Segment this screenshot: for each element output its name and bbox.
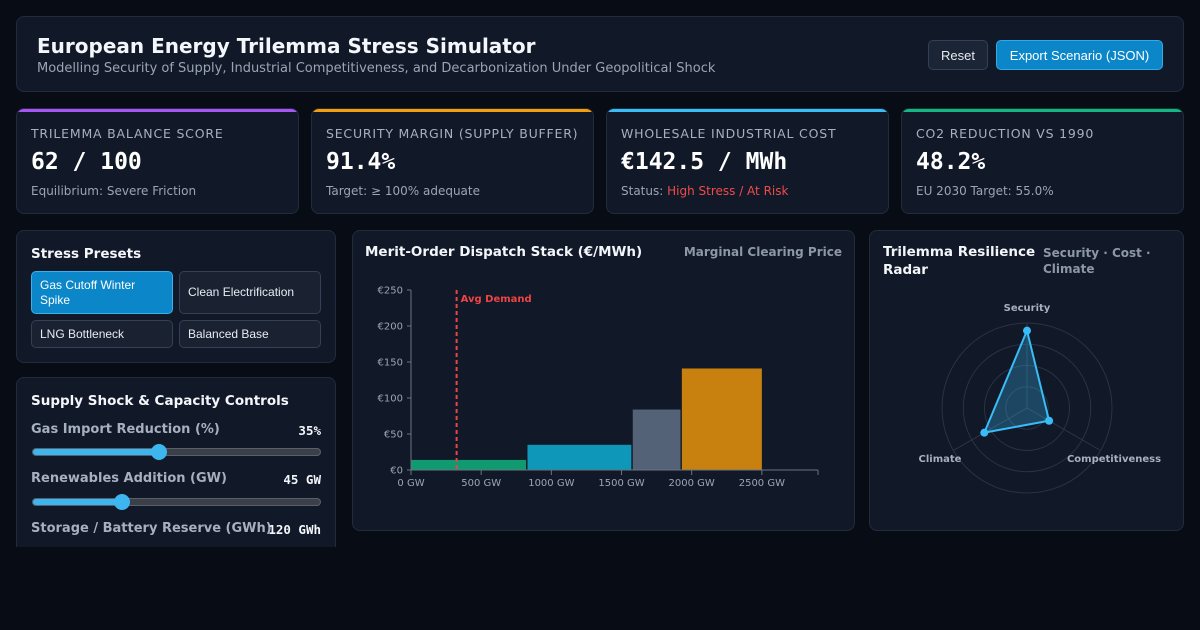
kpi-value: 62 / 100 [31, 149, 142, 175]
kpi-accent-bar [607, 109, 888, 112]
slider-thumb[interactable] [113, 494, 130, 510]
avg-demand-label: Avg Demand [461, 294, 532, 305]
slider-value-gas-import: 35% [298, 423, 321, 438]
radar-label-security: Security [1004, 303, 1051, 314]
radar-point-climate [980, 428, 989, 437]
kpi-card-co2-reduction: CO2 REDUCTION VS 1990 48.2% EU 2030 Targ… [901, 108, 1184, 214]
chart-subtitle: Marginal Clearing Price [683, 245, 842, 259]
kpi-value: 48.2% [916, 149, 986, 175]
x-tick-label: 1500 GW [598, 478, 644, 489]
slider-label-storage: Storage / Battery Reserve (GWh) [31, 521, 272, 536]
page-title: European Energy Trilemma Stress Simulato… [37, 34, 536, 58]
preset-clean-electrification[interactable]: Clean Electrification [179, 271, 321, 314]
y-tick-label: €250 [378, 286, 403, 297]
y-tick-label: €100 [378, 394, 403, 405]
radar-subtitle: Security · Cost · Climate [1043, 246, 1151, 276]
radar-polygon [982, 327, 1051, 434]
slider-value-storage: 120 GWh [268, 522, 321, 537]
y-tick-label: €0 [390, 466, 403, 477]
supply-controls-panel: Supply Shock & Capacity Controls Gas Imp… [16, 377, 336, 547]
slider-fill [33, 499, 122, 505]
page-subtitle: Modelling Security of Supply, Industrial… [37, 61, 716, 76]
resilience-radar-panel: Trilemma Resilience Radar Security · Cos… [869, 230, 1184, 531]
kpi-note: Status: High Stress / At Risk [621, 184, 789, 198]
slider-value-renewables: 45 GW [283, 472, 321, 487]
kpi-accent-bar [17, 109, 298, 112]
kpi-label: TRILEMMA BALANCE SCORE [31, 126, 224, 141]
kpi-accent-bar [312, 109, 593, 112]
reset-button[interactable]: Reset [928, 40, 988, 70]
radar-point-competitiveness [1045, 416, 1054, 425]
radar-point-security [1023, 326, 1031, 335]
kpi-note: Target: ≥ 100% adequate [326, 184, 480, 198]
kpi-note: Equilibrium: Severe Friction [31, 184, 197, 198]
kpi-note: EU 2030 Target: 55.0% [916, 184, 1054, 198]
x-tick-label: 0 GW [397, 478, 424, 489]
radar-label-competitiveness: Competitiveness [1067, 454, 1161, 465]
kpi-label: SECURITY MARGIN (SUPPLY BUFFER) [326, 126, 579, 141]
slider-label-gas-import: Gas Import Reduction (%) [31, 422, 220, 437]
status-high-stress: High Stress / At Risk [667, 184, 789, 198]
chart-title: Merit-Order Dispatch Stack (€/MWh) [365, 244, 643, 260]
dispatch-block-3 [681, 368, 762, 470]
y-tick-label: €50 [384, 430, 403, 441]
dispatch-block-2 [632, 409, 681, 470]
kpi-value: €142.5 / MWh [621, 149, 788, 175]
merit-order-chart: €0 €50 €100 €150 €200 €250 0 GW 500 GW 1000 GW 15… [378, 286, 819, 489]
trilemma-radar-chart: Security Competitiveness Climate [919, 303, 1161, 494]
stress-presets-panel: Stress Presets Gas Cutoff Winter Spike C… [16, 230, 336, 363]
radar-title: Trilemma Resilience Radar [883, 244, 1036, 278]
slider-label-renewables: Renewables Addition (GW) [31, 471, 227, 486]
kpi-card-wholesale-cost: WHOLESALE INDUSTRIAL COST €142.5 / MWh S… [606, 108, 889, 214]
preset-lng-bottleneck[interactable]: LNG Bottleneck [31, 320, 173, 348]
dispatch-block-1 [527, 444, 632, 470]
slider-thumb[interactable] [151, 444, 168, 460]
export-scenario-button[interactable]: Export Scenario (JSON) [996, 40, 1163, 70]
y-tick-label: €150 [378, 358, 403, 369]
radar-axis-line [953, 407, 1028, 451]
gas-import-slider[interactable] [32, 444, 321, 460]
slider-fill [33, 449, 160, 455]
kpi-label: WHOLESALE INDUSTRIAL COST [621, 126, 837, 141]
kpi-label: CO2 REDUCTION VS 1990 [916, 126, 1095, 141]
kpi-card-security-margin: SECURITY MARGIN (SUPPLY BUFFER) 91.4% Ta… [311, 108, 594, 214]
x-tick-label: 500 GW [461, 478, 501, 489]
presets-title: Stress Presets [31, 246, 142, 262]
x-tick-label: 2500 GW [739, 478, 785, 489]
renewables-slider[interactable] [32, 494, 321, 510]
merit-order-chart-panel: Merit-Order Dispatch Stack (€/MWh) Margi… [352, 230, 855, 531]
kpi-card-trilemma-score: TRILEMMA BALANCE SCORE 62 / 100 Equilibr… [16, 108, 299, 214]
x-tick-label: 2000 GW [669, 478, 715, 489]
header-panel: European Energy Trilemma Stress Simulato… [16, 16, 1184, 92]
controls-title: Supply Shock & Capacity Controls [31, 393, 289, 409]
radar-label-climate: Climate [919, 454, 962, 465]
kpi-value: 91.4% [326, 149, 396, 175]
preset-balanced-base[interactable]: Balanced Base [179, 320, 321, 348]
dispatch-block-0 [411, 459, 527, 470]
preset-gas-cutoff[interactable]: Gas Cutoff Winter Spike [31, 271, 173, 314]
y-tick-label: €200 [378, 322, 403, 333]
radar-axis-line [1026, 407, 1101, 451]
kpi-accent-bar [902, 109, 1183, 112]
x-tick-label: 1000 GW [528, 478, 574, 489]
